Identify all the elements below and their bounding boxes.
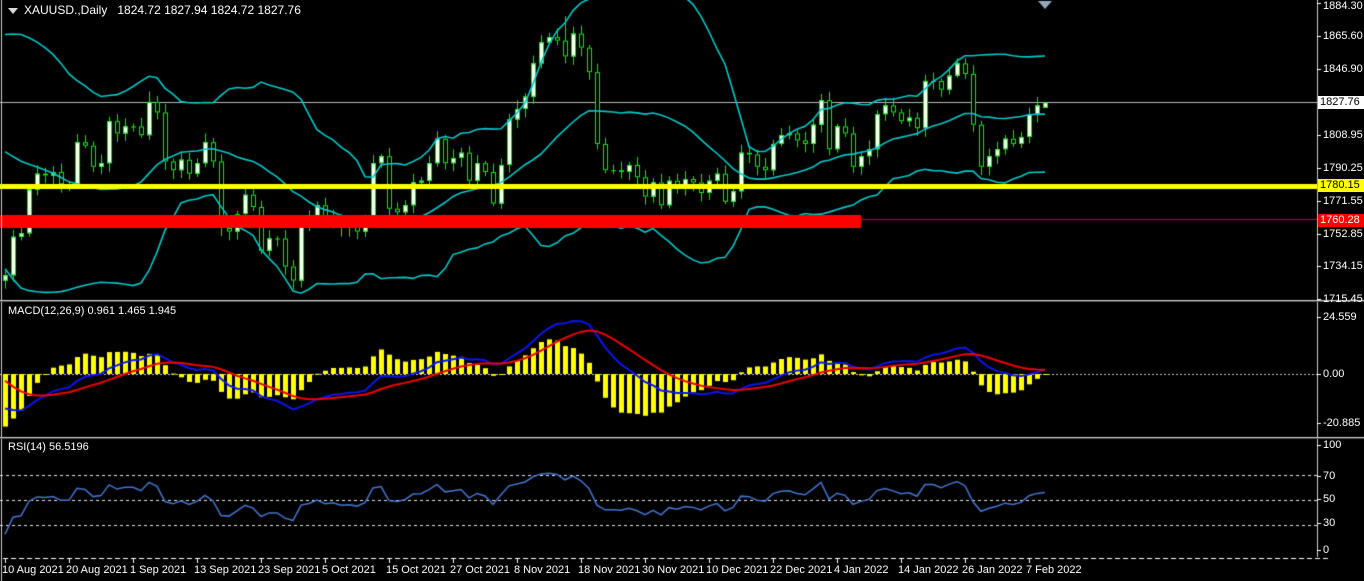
price-scale-label: 1715.45 (1323, 293, 1363, 305)
price-scale-label: 1884.30 (1323, 0, 1363, 12)
date-label: 30 Nov 2021 (642, 564, 705, 576)
ohlc-values: 1824.72 1827.94 1824.72 1827.76 (117, 3, 301, 17)
date-label: 15 Oct 2021 (386, 564, 446, 576)
symbol-dropdown-icon[interactable] (8, 8, 18, 14)
price-scale-label: 1734.15 (1323, 260, 1363, 272)
date-label: 14 Jan 2022 (898, 564, 959, 576)
macd-scale-label: -20.885 (1323, 417, 1361, 429)
current-price-tag: 1827.76 (1318, 96, 1364, 109)
date-label: 27 Oct 2021 (450, 564, 510, 576)
rsi-indicator-label: RSI(14) 56.5196 (8, 441, 89, 453)
date-label: 1 Sep 2021 (130, 564, 187, 576)
price-scale-label: 1790.25 (1323, 162, 1363, 174)
red-level-price-tag: 1760.28 (1318, 214, 1364, 227)
date-label: 18 Nov 2021 (578, 564, 641, 576)
rsi-scale-label: 70 (1323, 470, 1336, 482)
date-label: 13 Sep 2021 (194, 564, 257, 576)
yellow-level-price-tag: 1780.15 (1318, 179, 1364, 192)
date-label: 7 Feb 2022 (1026, 564, 1082, 576)
date-label: 22 Dec 2021 (770, 564, 833, 576)
date-label: 10 Aug 2021 (2, 564, 64, 576)
date-label: 10 Dec 2021 (706, 564, 769, 576)
macd-scale-label: 24.559 (1323, 311, 1357, 323)
chart-title: XAUUSD.,Daily 1824.72 1827.94 1824.72 182… (8, 3, 301, 17)
price-scale-label: 1846.90 (1323, 63, 1363, 75)
price-scale-label: 1752.85 (1323, 228, 1363, 240)
price-scale-label: 1771.55 (1323, 195, 1363, 207)
macd-indicator-label: MACD(12,26,9) 0.961 1.465 1.945 (8, 305, 177, 317)
rsi-scale-label: 100 (1323, 439, 1342, 451)
date-label: 4 Jan 2022 (834, 564, 889, 576)
date-label: 5 Oct 2021 (322, 564, 376, 576)
symbol-period-label: XAUUSD.,Daily (24, 3, 108, 17)
price-scale-label: 1865.60 (1323, 30, 1363, 42)
date-label: 8 Nov 2021 (514, 564, 571, 576)
macd-scale-label: 0.00 (1323, 368, 1345, 380)
rsi-scale-label: 0 (1323, 544, 1330, 556)
date-label: 23 Sep 2021 (258, 564, 321, 576)
price-scale-label: 1808.95 (1323, 129, 1363, 141)
rsi-scale-label: 30 (1323, 517, 1336, 529)
date-label: 26 Jan 2022 (962, 564, 1023, 576)
date-label: 20 Aug 2021 (66, 564, 128, 576)
rsi-scale-label: 50 (1323, 493, 1336, 505)
